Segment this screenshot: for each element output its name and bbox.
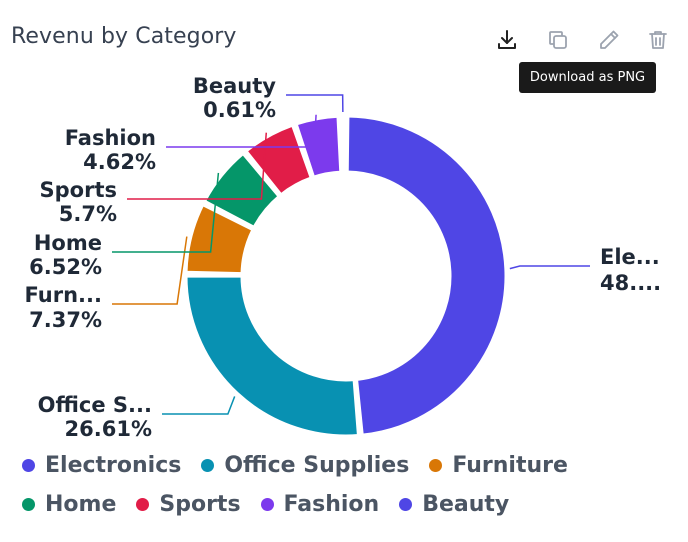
delete-button[interactable] (641, 24, 675, 56)
legend-label: Beauty (422, 492, 510, 517)
legend-marker (399, 498, 413, 511)
slice-sports[interactable] (244, 123, 313, 197)
download-icon (498, 30, 516, 49)
slice-label-home: Home (34, 231, 102, 255)
slice-value-furniture: 7.37% (29, 308, 102, 332)
chart-title: Revenu by Category (11, 24, 237, 49)
legend-label: Sports (159, 492, 241, 517)
chart-legend: Electronics Office Supplies Furniture Home S… (22, 452, 682, 518)
leader-line-sports (127, 132, 268, 200)
slice-label-beauty: Beauty (193, 74, 276, 98)
legend-label: Office Supplies (224, 453, 410, 478)
legend-marker (22, 459, 35, 472)
slice-value-sports: 5.7% (59, 202, 117, 226)
slice-label-electronics: Ele... (600, 245, 660, 269)
legend-item-furniture[interactable]: Furniture (429, 452, 568, 479)
legend-label: Home (45, 492, 117, 517)
legend-label: Electronics (45, 453, 182, 478)
slice-office-supplies[interactable] (184, 274, 360, 438)
legend-marker (429, 459, 443, 472)
slice-label-sports: Sports (40, 178, 117, 202)
slice-beauty[interactable] (340, 114, 347, 174)
slice-label-fashion: Fashion (65, 126, 156, 150)
legend-marker (201, 459, 215, 472)
leader-line-beauty (286, 94, 344, 113)
legend-label: Fashion (283, 492, 380, 517)
slice-fashion[interactable] (294, 114, 343, 179)
slice-value-fashion: 4.62% (83, 150, 156, 174)
download-tooltip: Download as PNG (519, 62, 656, 93)
leader-line-fashion (166, 114, 317, 148)
legend-item-fashion[interactable]: Fashion (260, 491, 380, 518)
legend-marker (136, 498, 150, 511)
leader-line-furniture (112, 236, 188, 305)
pencil-icon (600, 30, 619, 49)
slice-value-beauty: 0.61% (203, 98, 276, 122)
copy-icon (549, 31, 567, 49)
slice-furniture[interactable] (184, 203, 255, 276)
legend-item-beauty[interactable]: Beauty (399, 491, 509, 518)
trash-icon (649, 31, 667, 49)
legend-marker (22, 498, 35, 511)
leader-line-electronics (509, 265, 590, 270)
legend-item-sports[interactable]: Sports (136, 491, 241, 518)
leader-line-office-supplies (162, 396, 236, 415)
download-button[interactable] (490, 24, 524, 56)
legend-marker (260, 498, 274, 511)
legend-item-electronics[interactable]: Electronics (22, 452, 181, 479)
legend-label: Furniture (452, 453, 568, 478)
slice-label-office-supplies: Office S... (38, 393, 152, 417)
slice-value-electronics: 48.... (600, 271, 661, 295)
copy-button[interactable] (541, 24, 575, 56)
slice-label-furniture: Furn... (25, 283, 103, 307)
legend-item-office-supplies[interactable]: Office Supplies (201, 452, 409, 479)
slice-value-office-supplies: 26.61% (65, 417, 152, 441)
legend-item-home[interactable]: Home (22, 491, 116, 518)
slice-electronics[interactable] (345, 114, 508, 437)
slice-home[interactable] (203, 151, 281, 229)
edit-button[interactable] (592, 24, 626, 56)
slice-value-home: 6.52% (29, 255, 102, 279)
